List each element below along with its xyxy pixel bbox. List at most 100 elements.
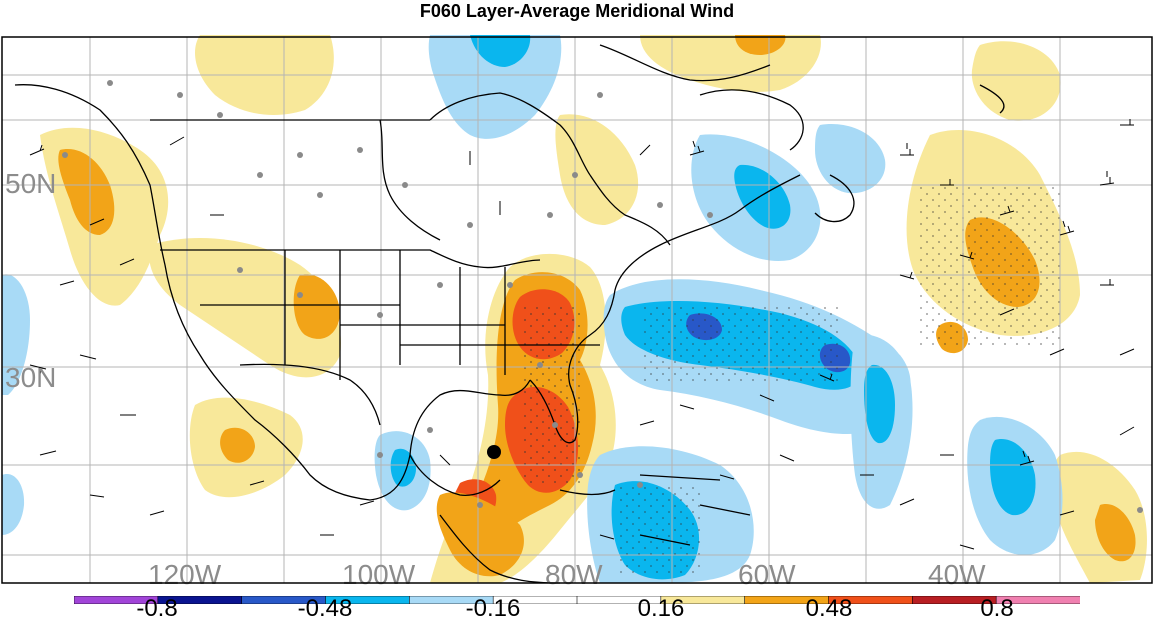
lat-label-50n: 50N [5, 168, 56, 199]
station-dot-icon [707, 212, 713, 218]
station-dot-icon [357, 147, 363, 153]
station-dot-icon [427, 427, 433, 433]
station-dot-icon [537, 362, 543, 368]
wind-barb-icon [639, 144, 651, 156]
wind-barb-icon [89, 494, 105, 498]
map-frame [1, 36, 1153, 584]
station-dot-icon [637, 482, 643, 488]
hudson-negative [428, 35, 562, 139]
quebec-positive [555, 114, 639, 225]
wind-barb-icon [149, 510, 165, 516]
wind-barb-icon [899, 498, 915, 506]
hudson-cyan [470, 35, 531, 67]
wind-barb-icon [1119, 426, 1135, 436]
pacific-nw-orange [58, 149, 115, 235]
wind-barb-icon [1059, 510, 1075, 516]
wind-barb-icon [819, 373, 835, 382]
colorbar [73, 591, 1081, 605]
lon-label-60w: 60W [738, 559, 796, 585]
lat-label-30n: 30N [5, 362, 56, 393]
station-dot-icon [552, 422, 558, 428]
wind-barb-icon [439, 454, 451, 466]
pacific-sw-negative [2, 474, 25, 535]
lon-label-100w: 100W [342, 559, 416, 585]
station-dot-icon [107, 80, 113, 86]
top-center-orange [735, 35, 786, 55]
wind-barb-icon [1120, 119, 1134, 126]
station-dot-icon [237, 267, 243, 273]
wind-barb-icon [689, 140, 705, 156]
wind-barb-icon [89, 218, 105, 226]
rockies-orange [293, 274, 340, 339]
se-corner-orange [1095, 504, 1136, 562]
station-dot-icon [377, 312, 383, 318]
wind-barb-icon [29, 144, 45, 156]
station-dot-icon [402, 182, 408, 188]
station-dot-icon [297, 292, 303, 298]
storm-center-icon [487, 445, 501, 459]
east-atlantic-cyan [990, 439, 1036, 516]
wind-barb-icon [359, 500, 375, 506]
mexico-orange [220, 427, 255, 463]
station-dot-icon [177, 92, 183, 98]
wind-barb-icon [1119, 348, 1135, 356]
wind-barb-icon [249, 480, 265, 486]
colorbar-label: -0.48 [297, 595, 353, 622]
wind-barb-icon [900, 143, 914, 156]
wind-barb-icon [679, 404, 695, 410]
lon-label-80w: 80W [545, 559, 603, 585]
colorbar-label: -0.8 [136, 595, 178, 622]
colorbar-label: 0.48 [805, 595, 853, 622]
station-dot-icon [217, 112, 223, 118]
station-dot-icon [257, 172, 263, 178]
colorbar-labels: -0.8 -0.48 -0.16 0.16 0.48 0.8 [0, 596, 1154, 622]
station-dot-icon [477, 502, 483, 508]
station-dot-icon [317, 192, 323, 198]
station-dots [62, 80, 1143, 513]
station-dot-icon [62, 152, 68, 158]
wind-barb-icon [1099, 171, 1115, 186]
station-dot-icon [657, 202, 663, 208]
station-dot-icon [597, 92, 603, 98]
wind-barb-icon [779, 454, 795, 462]
colorbar-label: -0.16 [465, 595, 521, 622]
wind-barb-icon [59, 280, 75, 286]
lon-label-40w: 40W [928, 559, 986, 585]
mid-atlantic-cyan [864, 364, 895, 444]
station-dot-icon [467, 222, 473, 228]
wind-barb-icon [119, 258, 135, 266]
atlantic-ne-positive [971, 41, 1061, 121]
wind-barbs [29, 119, 1135, 550]
axis-labels: 50N 30N 120W 100W 80W 60W 40W [5, 168, 986, 590]
pacific-west-negative [2, 274, 30, 395]
colorbar-label: 0.16 [637, 595, 685, 622]
wind-barb-icon [759, 394, 775, 402]
station-dot-icon [1137, 507, 1143, 513]
wind-barb-icon [899, 271, 915, 280]
station-dot-icon [572, 172, 578, 178]
station-dot-icon [437, 282, 443, 288]
wind-barb-icon [29, 364, 47, 375]
station-dot-icon [547, 212, 553, 218]
colorbar-label: 0.8 [980, 595, 1014, 622]
meridional-wind-map: 50N 30N 120W 100W 80W 60W 40W [1, 35, 1153, 590]
wind-barb-icon [999, 308, 1015, 316]
wind-barb-icon [719, 474, 735, 480]
wind-barb-icon [959, 251, 975, 260]
map-panel: 50N 30N 120W 100W 80W 60W 40W [0, 35, 1154, 590]
wind-barb-icon [1059, 220, 1075, 236]
labrador-cyan [734, 164, 791, 229]
negative-wind-regions [2, 35, 1063, 583]
wind-barb-icon [1100, 279, 1114, 286]
wind-barb-icon [999, 205, 1015, 216]
wind-barb-icon [39, 450, 57, 456]
colorbar-swatches [73, 595, 1081, 605]
station-dot-icon [507, 282, 513, 288]
wind-barb-icon [639, 420, 655, 426]
wind-barb-icon [959, 544, 975, 550]
wind-barb-icon [169, 136, 185, 146]
station-dot-icon [577, 472, 583, 478]
lon-label-120w: 120W [148, 559, 222, 585]
wind-barb-icon [1049, 348, 1065, 356]
wind-barb-icon [1019, 450, 1035, 466]
